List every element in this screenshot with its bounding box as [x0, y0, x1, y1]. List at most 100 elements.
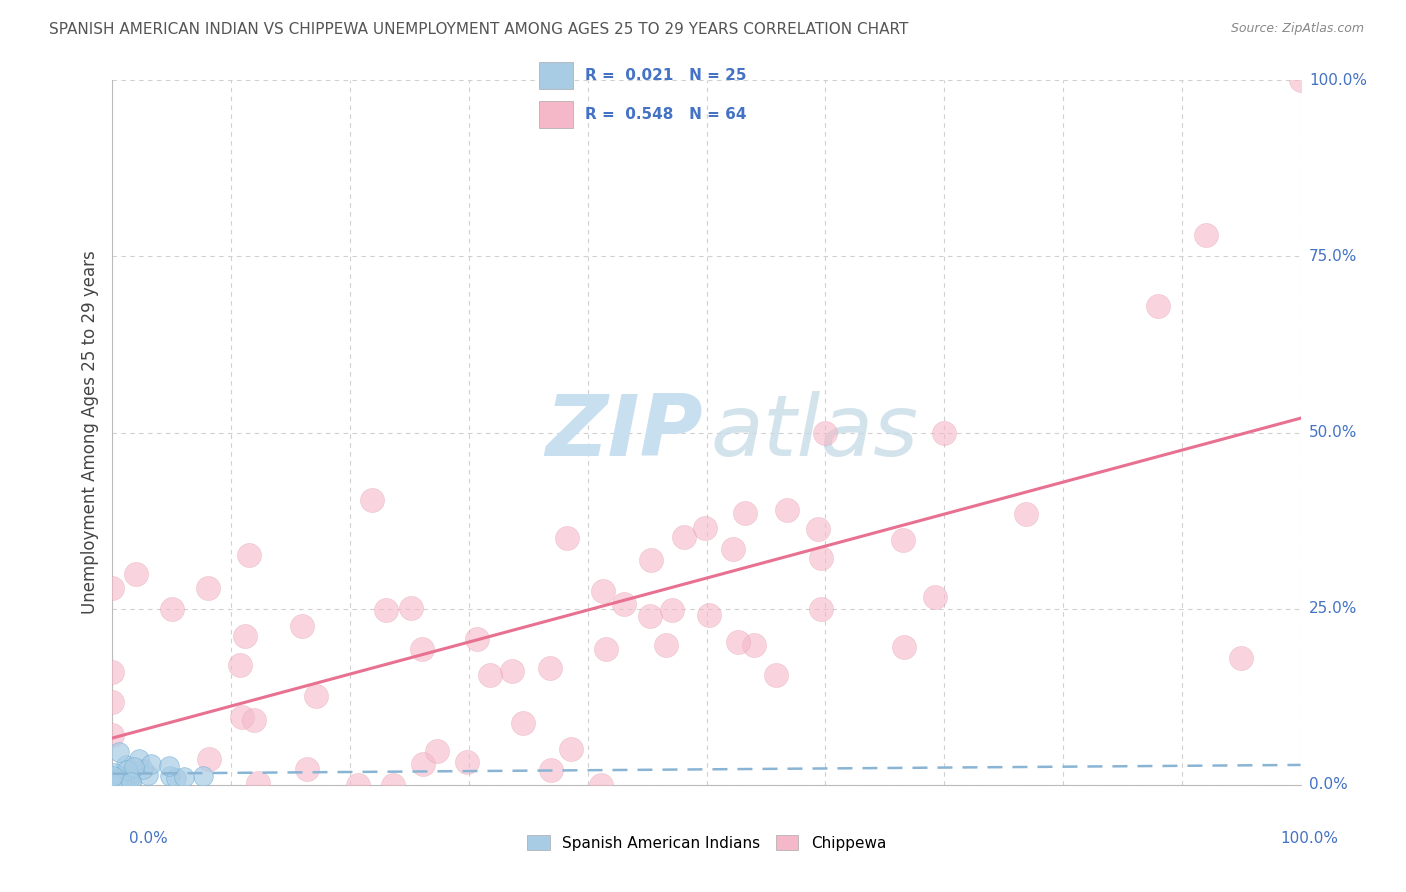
Point [198, 752, 221, 766]
Point [538, 661, 561, 675]
FancyBboxPatch shape [540, 101, 572, 128]
Point [742, 638, 765, 652]
Point [765, 667, 787, 681]
FancyBboxPatch shape [540, 62, 572, 89]
Point [382, 778, 405, 792]
Point [814, 425, 837, 440]
Point [512, 716, 534, 731]
Text: Source: ZipAtlas.com: Source: ZipAtlas.com [1230, 22, 1364, 36]
Point [120, 775, 142, 789]
Point [110, 773, 132, 788]
Text: atlas: atlas [710, 391, 918, 475]
Point [592, 584, 614, 599]
Point [411, 641, 433, 656]
Point [807, 522, 830, 536]
Text: R =  0.548   N = 64: R = 0.548 N = 64 [585, 107, 747, 122]
Point [138, 767, 160, 781]
Point [924, 590, 946, 604]
Point [103, 776, 125, 790]
Text: 75.0%: 75.0% [1309, 249, 1357, 264]
Point [118, 768, 141, 782]
Point [295, 762, 318, 776]
Text: 100.0%: 100.0% [1281, 831, 1339, 846]
Point [560, 742, 582, 756]
Point [595, 641, 617, 656]
Point [229, 657, 252, 672]
Point [412, 757, 434, 772]
Point [120, 774, 142, 789]
Point [638, 608, 661, 623]
Point [197, 581, 219, 595]
Point [101, 728, 124, 742]
Point [540, 764, 562, 778]
Point [555, 531, 578, 545]
Point [125, 566, 148, 581]
Point [107, 772, 129, 786]
Y-axis label: Unemployment Among Ages 25 to 29 years: Unemployment Among Ages 25 to 29 years [80, 251, 98, 615]
Point [934, 425, 956, 440]
Point [112, 772, 135, 787]
Point [697, 607, 720, 622]
Point [613, 597, 636, 611]
Point [465, 632, 488, 646]
Point [101, 695, 124, 709]
Text: R =  0.021   N = 25: R = 0.021 N = 25 [585, 68, 747, 83]
Point [191, 769, 214, 783]
Point [456, 755, 478, 769]
Point [108, 769, 131, 783]
Point [101, 665, 124, 679]
Point [810, 550, 832, 565]
Point [101, 769, 124, 783]
Point [734, 506, 756, 520]
Point [305, 689, 328, 703]
Point [776, 502, 799, 516]
Legend: Spanish American Indians, Chippewa: Spanish American Indians, Chippewa [519, 827, 894, 858]
Point [115, 758, 138, 772]
Point [695, 521, 717, 535]
Point [640, 553, 662, 567]
Text: SPANISH AMERICAN INDIAN VS CHIPPEWA UNEMPLOYMENT AMONG AGES 25 TO 29 YEARS CORRE: SPANISH AMERICAN INDIAN VS CHIPPEWA UNEM… [49, 22, 908, 37]
Point [233, 629, 256, 643]
Point [810, 601, 832, 615]
Point [159, 769, 181, 783]
Point [360, 493, 382, 508]
Point [128, 752, 150, 766]
Text: ZIP: ZIP [546, 391, 703, 475]
Point [132, 763, 155, 777]
Point [1014, 507, 1036, 521]
Point [893, 640, 915, 654]
Point [1147, 299, 1170, 313]
Text: 0.0%: 0.0% [1309, 778, 1347, 792]
Point [501, 665, 523, 679]
Point [101, 581, 124, 595]
Point [118, 772, 141, 786]
Point [1289, 73, 1312, 87]
Point [107, 745, 129, 759]
Point [159, 759, 181, 773]
Point [103, 772, 125, 786]
Point [238, 548, 260, 562]
Point [246, 776, 269, 790]
Point [589, 778, 612, 792]
Point [399, 601, 422, 615]
Point [654, 638, 676, 652]
Text: 0.0%: 0.0% [129, 831, 169, 846]
Point [374, 603, 396, 617]
Point [124, 760, 146, 774]
Point [173, 771, 195, 785]
Point [479, 668, 502, 682]
Point [243, 713, 266, 727]
Text: 25.0%: 25.0% [1309, 601, 1357, 616]
Point [891, 533, 914, 547]
Point [672, 530, 695, 544]
Point [347, 778, 370, 792]
Point [231, 710, 253, 724]
Text: 50.0%: 50.0% [1309, 425, 1357, 440]
Point [160, 601, 183, 615]
Point [727, 634, 749, 648]
Point [115, 763, 138, 777]
Point [426, 743, 449, 757]
Point [141, 757, 163, 772]
Point [1194, 228, 1216, 243]
Point [103, 766, 125, 780]
